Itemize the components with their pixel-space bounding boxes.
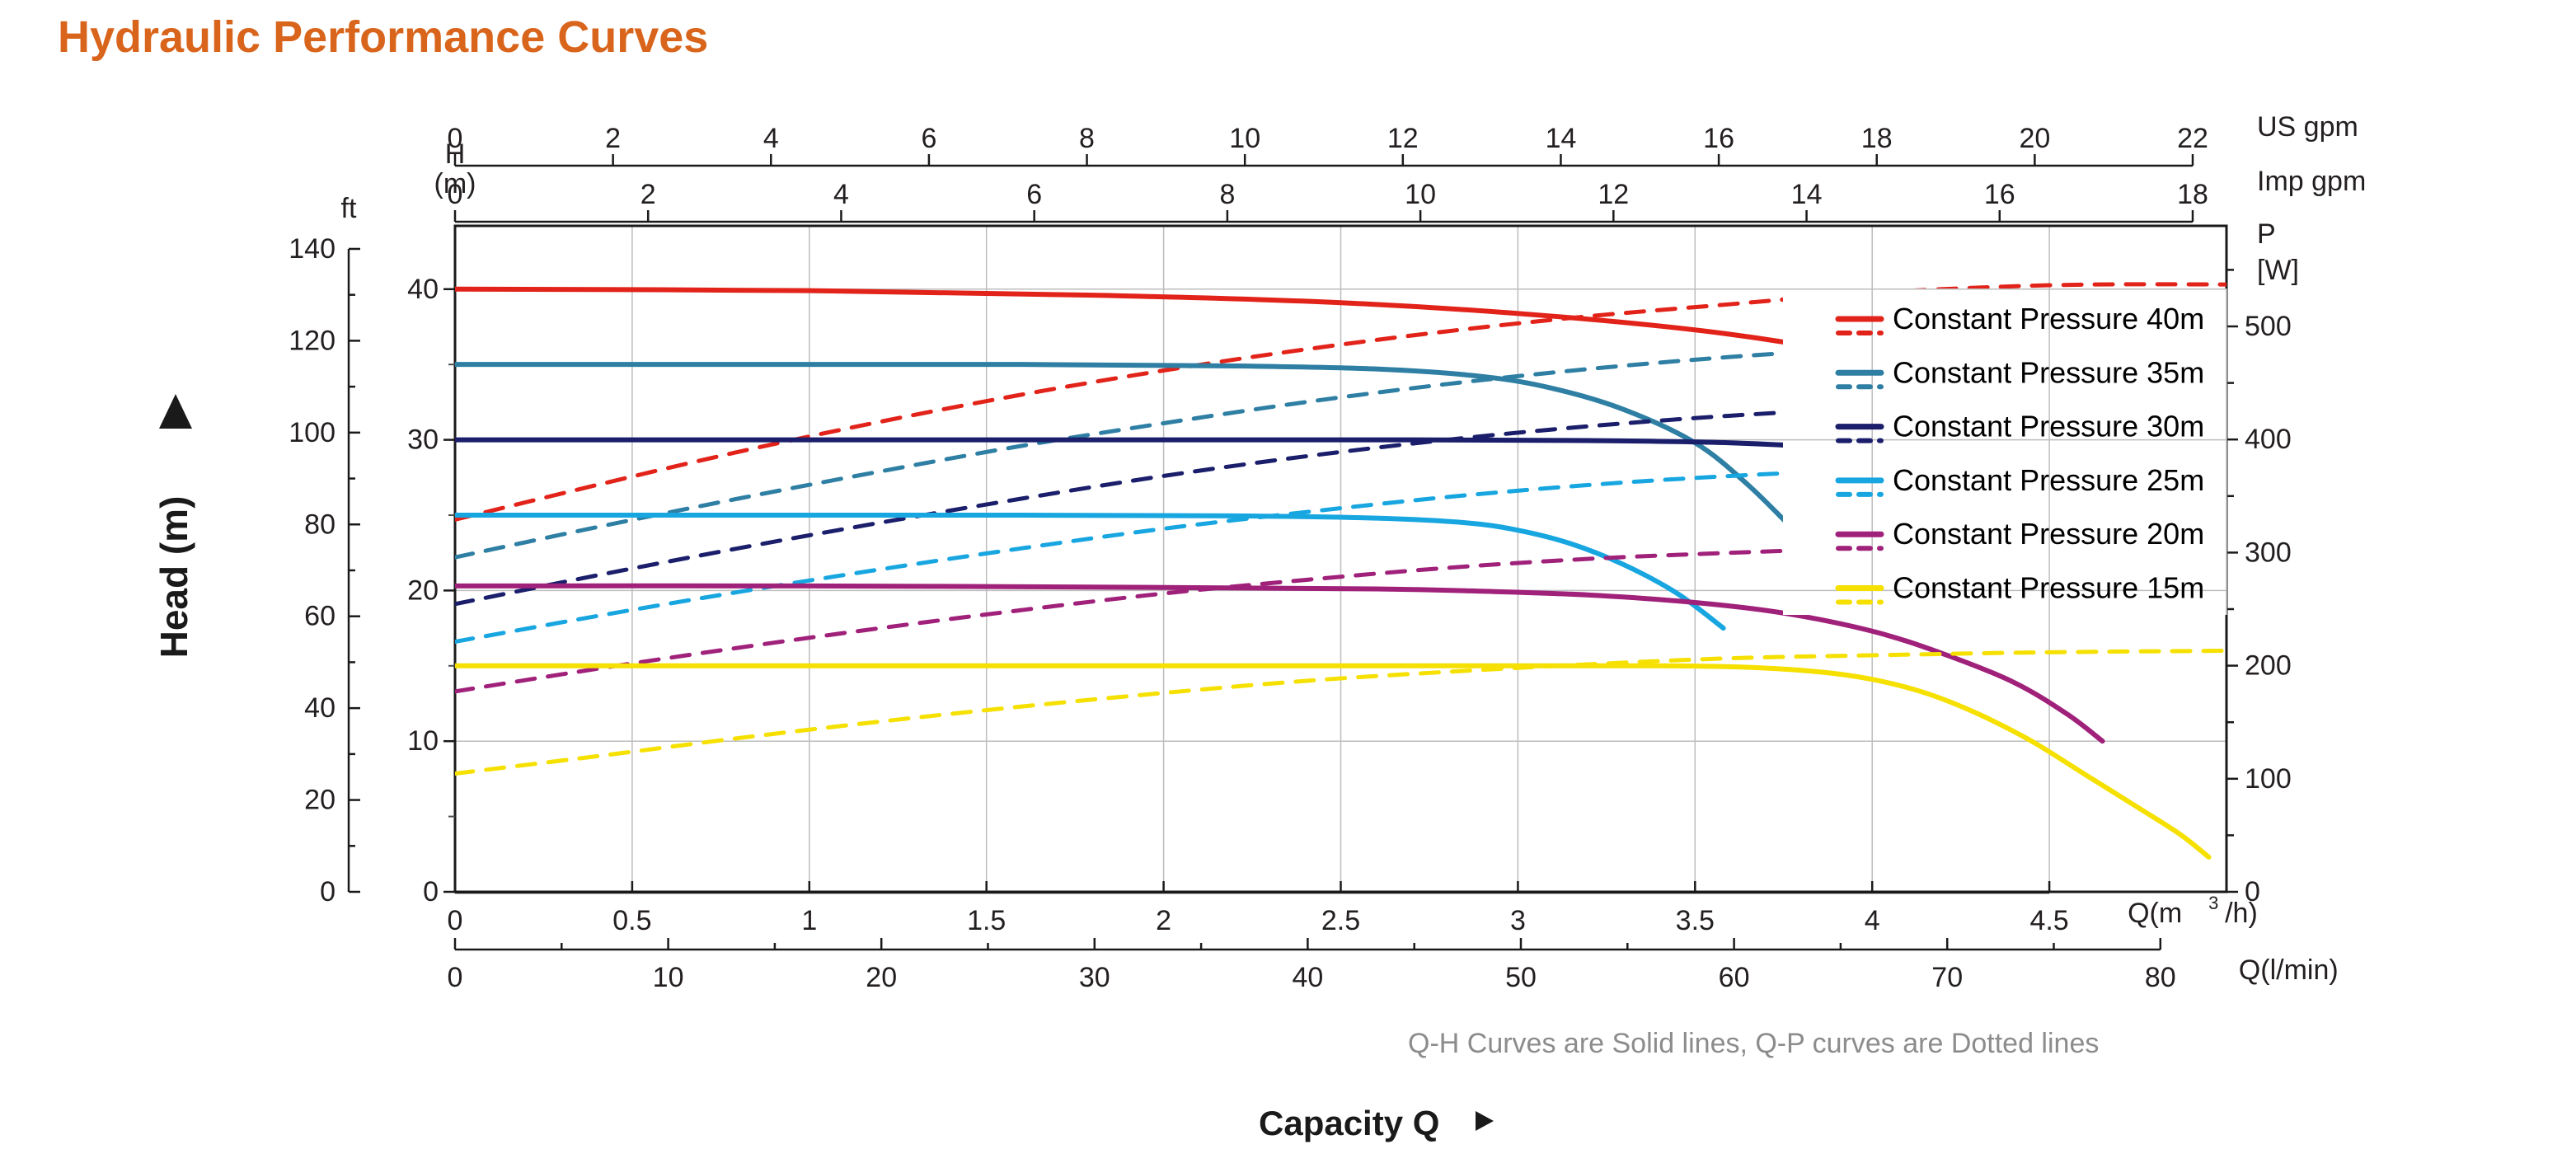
svg-text:Imp gpm: Imp gpm (2257, 166, 2366, 197)
svg-text:60: 60 (1719, 962, 1750, 993)
svg-text:Constant Pressure 30m: Constant Pressure 30m (1893, 410, 2204, 443)
svg-text:10: 10 (407, 725, 439, 757)
svg-text:8: 8 (1219, 179, 1235, 210)
svg-text:Head (m): Head (m) (152, 496, 195, 659)
svg-text:16: 16 (1703, 123, 1734, 154)
svg-text:10: 10 (1229, 123, 1260, 154)
svg-text:4: 4 (833, 179, 849, 210)
svg-text:8: 8 (1079, 123, 1095, 154)
svg-text:4: 4 (1865, 905, 1880, 936)
svg-text:100: 100 (2245, 763, 2292, 795)
svg-text:10: 10 (653, 962, 684, 993)
svg-text:80: 80 (2145, 962, 2176, 993)
svg-text:0: 0 (320, 876, 335, 907)
svg-text:ft: ft (341, 193, 357, 224)
svg-text:20: 20 (304, 785, 335, 816)
svg-text:2: 2 (605, 123, 621, 154)
svg-text:60: 60 (304, 601, 335, 632)
svg-text:16: 16 (1984, 179, 2015, 210)
svg-text:20: 20 (2019, 123, 2050, 154)
svg-text:18: 18 (2177, 179, 2208, 210)
svg-text:6: 6 (1026, 179, 1042, 210)
svg-text:40: 40 (304, 692, 335, 724)
svg-text:4: 4 (763, 123, 779, 154)
svg-text:22: 22 (2177, 123, 2208, 154)
svg-text:0.5: 0.5 (612, 905, 651, 936)
svg-text:3.5: 3.5 (1676, 905, 1715, 936)
svg-text:1: 1 (801, 905, 817, 936)
svg-text:2: 2 (1156, 905, 1171, 936)
svg-text:10: 10 (1405, 179, 1436, 210)
svg-text:2.5: 2.5 (1321, 905, 1360, 936)
svg-text:Constant Pressure 35m: Constant Pressure 35m (1893, 355, 2204, 389)
svg-text:0: 0 (448, 905, 463, 936)
svg-text:0: 0 (448, 962, 463, 993)
svg-text:30: 30 (407, 424, 439, 456)
svg-text:140: 140 (289, 233, 335, 265)
svg-text:P: P (2257, 218, 2276, 250)
svg-text:3: 3 (1510, 905, 1526, 936)
svg-text:300: 300 (2245, 537, 2292, 568)
svg-text:20: 20 (407, 574, 439, 606)
svg-text:US gpm: US gpm (2257, 111, 2358, 143)
svg-text:500: 500 (2245, 311, 2292, 342)
svg-text:0: 0 (423, 876, 439, 907)
svg-text:3: 3 (2208, 893, 2218, 913)
svg-text:80: 80 (304, 509, 335, 540)
svg-text:30: 30 (1079, 962, 1110, 993)
svg-text:Q(m: Q(m (2128, 898, 2182, 929)
svg-text:1.5: 1.5 (967, 905, 1006, 936)
svg-text:Q-H Curves are Solid lines, Q-: Q-H Curves are Solid lines, Q-P curves a… (1408, 1028, 2099, 1059)
svg-text:(m): (m) (434, 168, 476, 199)
svg-text:400: 400 (2245, 424, 2292, 455)
svg-text:12: 12 (1387, 123, 1419, 154)
svg-text:Constant Pressure 15m: Constant Pressure 15m (1893, 571, 2204, 605)
svg-text:H: H (445, 138, 466, 170)
svg-text:12: 12 (1598, 179, 1629, 210)
svg-text:14: 14 (1791, 179, 1823, 210)
svg-text:70: 70 (1931, 962, 1963, 993)
svg-text:20: 20 (866, 962, 897, 993)
svg-text:100: 100 (289, 417, 335, 448)
svg-text:40: 40 (1292, 962, 1323, 993)
svg-text:[W]: [W] (2257, 255, 2299, 286)
svg-text:200: 200 (2245, 650, 2292, 682)
svg-text:14: 14 (1546, 123, 1577, 154)
svg-text:Capacity Q: Capacity Q (1259, 1104, 1439, 1142)
svg-text:Constant Pressure 25m: Constant Pressure 25m (1893, 463, 2204, 497)
svg-text:18: 18 (1861, 123, 1893, 154)
svg-text:120: 120 (289, 325, 335, 356)
svg-text:2: 2 (640, 179, 656, 210)
svg-text:40: 40 (407, 274, 439, 305)
svg-text:50: 50 (1505, 962, 1537, 993)
svg-text:6: 6 (921, 123, 936, 154)
svg-text:/h): /h) (2225, 898, 2258, 929)
svg-text:Q(l/min): Q(l/min) (2239, 954, 2339, 986)
svg-text:Constant Pressure 40m: Constant Pressure 40m (1893, 302, 2204, 335)
svg-text:Constant Pressure 20m: Constant Pressure 20m (1893, 517, 2204, 551)
svg-text:4.5: 4.5 (2029, 905, 2068, 936)
